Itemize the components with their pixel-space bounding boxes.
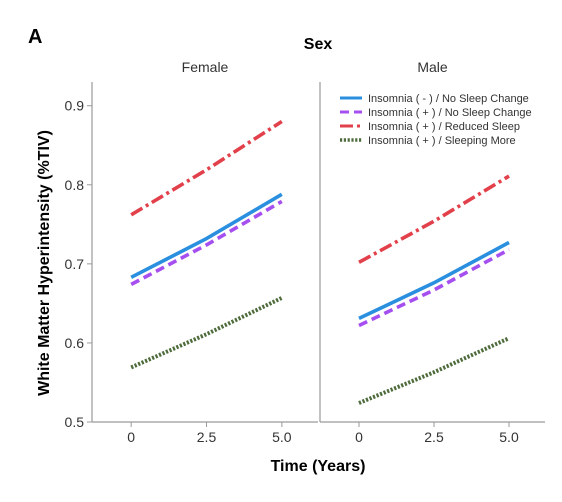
y-tick-label: 0.9	[65, 98, 85, 114]
legend-label: Insomnia ( + ) / Sleeping More	[368, 135, 516, 147]
series-line	[358, 336, 510, 405]
series-line	[358, 248, 510, 328]
panel-label: Female	[182, 59, 229, 75]
x-tick-label: 2.5	[424, 429, 444, 445]
y-tick-label: 0.7	[65, 256, 85, 272]
series-lines	[130, 119, 510, 405]
panel-letter: A	[28, 26, 42, 48]
y-tick-label: 0.5	[65, 414, 85, 430]
y-axis-label: White Matter Hyperintensity (%TIV)	[36, 130, 53, 396]
series-line	[130, 119, 283, 217]
x-tick-label: 5.0	[499, 429, 519, 445]
series-line	[130, 199, 283, 286]
chart-text: 0.5 0.6 0.7 0.8 0.9 0 2.5 5.0 0 2.5 5.0 A Sex Female M…	[28, 26, 519, 475]
series-line	[358, 174, 510, 264]
y-tick-label: 0.8	[65, 177, 85, 193]
series-line	[130, 192, 283, 279]
legend-label: Insomnia ( - ) / No Sleep Change	[368, 93, 529, 105]
x-tick-label: 0	[127, 429, 135, 445]
series-line	[358, 240, 510, 321]
series-line	[130, 296, 283, 370]
y-tick-label: 0.6	[65, 335, 85, 351]
panel-label: Male	[417, 59, 448, 75]
legend-label: Insomnia ( + ) / No Sleep Change	[368, 107, 532, 119]
x-tick-label: 5.0	[272, 429, 292, 445]
chart-title: Sex	[304, 36, 333, 53]
x-axis-label: Time (Years)	[271, 458, 366, 475]
legend-label: Insomnia ( + ) / Reduced Sleep	[368, 121, 520, 133]
x-tick-label: 2.5	[197, 429, 217, 445]
legend: Insomnia ( - ) / No Sleep Change Insomnia…	[340, 93, 532, 147]
x-tick-label: 0	[355, 429, 363, 445]
panel-frames	[87, 82, 545, 427]
